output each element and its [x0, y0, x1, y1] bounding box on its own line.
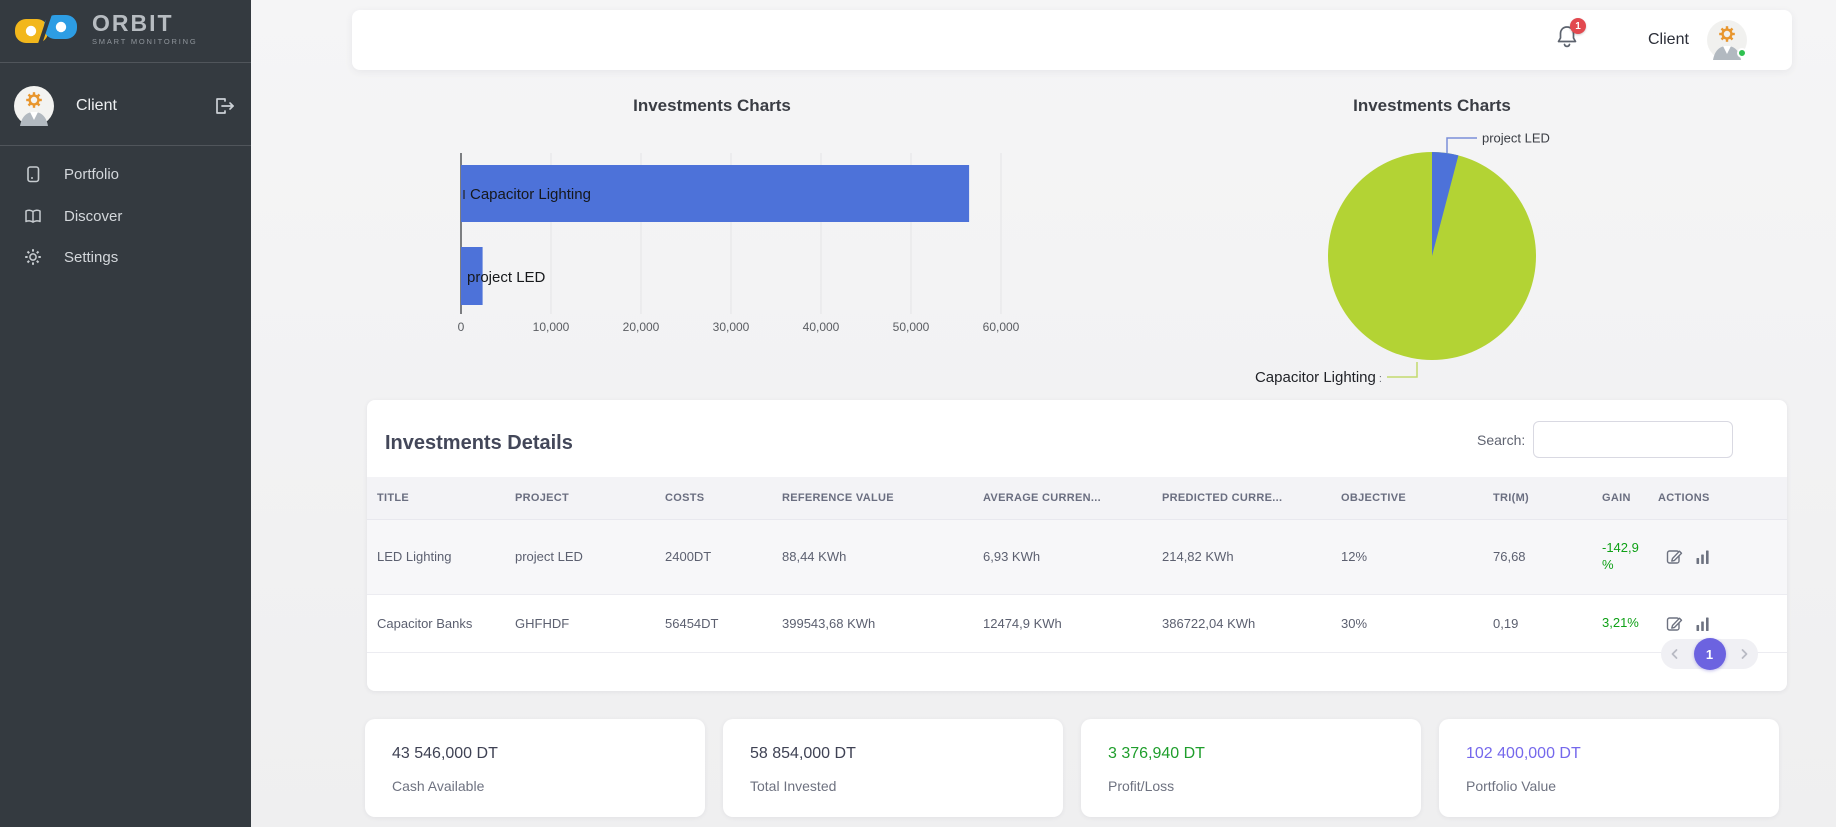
- gain-value: -142,9 %: [1592, 520, 1648, 595]
- sidebar: ORBIT SMART MONITORING: [0, 0, 251, 827]
- col-average-current: AVERAGE CURREN...: [973, 477, 1152, 520]
- logout-icon[interactable]: [214, 96, 236, 116]
- col-costs: COSTS: [655, 477, 772, 520]
- sidebar-item-portfolio[interactable]: Portfolio: [0, 154, 251, 194]
- gain-value: 3,21%: [1592, 594, 1648, 652]
- svg-text:40,000: 40,000: [803, 320, 840, 334]
- stat-label: Portfolio Value: [1466, 778, 1779, 794]
- stat-card-profit-loss: 3 376,940 DT Profit/Loss: [1081, 719, 1421, 817]
- stat-card-total-invested: 58 854,000 DT Total Invested: [723, 719, 1063, 817]
- brand-tagline: SMART MONITORING: [92, 37, 197, 46]
- chart-icon[interactable]: [1696, 616, 1710, 631]
- online-status-dot: [1737, 48, 1747, 58]
- stat-card-cash-available: 43 546,000 DT Cash Available: [365, 719, 705, 817]
- svg-text:60,000: 60,000: [983, 320, 1020, 334]
- pie-chart: project LED Capacitor Lighting :: [1200, 110, 1660, 390]
- bar-chart-title: Investments Charts: [462, 96, 962, 116]
- stat-card-portfolio-value: 102 400,000 DT Portfolio Value: [1439, 719, 1779, 817]
- brand: ORBIT SMART MONITORING: [14, 12, 197, 46]
- pie-label-project-led: project LED: [1482, 131, 1550, 146]
- col-project: PROJECT: [505, 477, 655, 520]
- avatar: [1707, 20, 1747, 60]
- brand-logo-icon: [14, 13, 78, 45]
- col-gain: GAIN: [1592, 477, 1648, 520]
- col-objective: OBJECTIVE: [1331, 477, 1483, 520]
- stat-label: Cash Available: [392, 778, 705, 794]
- header-user-label: Client: [1648, 31, 1689, 49]
- sidebar-item-label: Portfolio: [64, 166, 119, 183]
- stat-value: 102 400,000 DT: [1466, 745, 1779, 763]
- svg-text:20,000: 20,000: [623, 320, 660, 334]
- chevron-right-icon[interactable]: [1740, 648, 1749, 660]
- notifications-button[interactable]: 1: [1554, 23, 1588, 57]
- edit-icon[interactable]: [1666, 548, 1683, 565]
- header-user-menu[interactable]: Client: [1648, 20, 1747, 60]
- stat-label: Total Invested: [750, 778, 1063, 794]
- svg-text:10,000: 10,000: [533, 320, 570, 334]
- stat-value: 43 546,000 DT: [392, 745, 705, 763]
- chevron-left-icon[interactable]: [1670, 648, 1679, 660]
- stat-value: 58 854,000 DT: [750, 745, 1063, 763]
- pagination: 1: [1661, 639, 1758, 669]
- page-number-button[interactable]: 1: [1694, 638, 1726, 670]
- brand-name: ORBIT: [92, 12, 197, 35]
- col-reference-value: REFERENCE VALUE: [772, 477, 973, 520]
- sidebar-item-discover[interactable]: Discover: [0, 196, 251, 236]
- investments-details-card: Investments Details Search: TITLE PROJEC…: [367, 400, 1787, 691]
- notification-badge: 1: [1570, 18, 1586, 34]
- stat-label: Profit/Loss: [1108, 778, 1421, 794]
- col-title: TITLE: [367, 477, 505, 520]
- top-header: 1 Client: [352, 10, 1792, 70]
- sidebar-item-label: Discover: [64, 208, 122, 225]
- pie-label-capacitor-lighting: Capacitor Lighting :: [1255, 369, 1382, 386]
- search-label: Search:: [1477, 432, 1525, 448]
- svg-text:50,000: 50,000: [893, 320, 930, 334]
- bar-label-0: Capacitor Lighting: [470, 186, 591, 203]
- bar-chart: Capacitor Lighting project LED 0 10,000 …: [430, 142, 1030, 342]
- table-row: LED Lighting project LED 2400DT 88,44 KW…: [367, 520, 1787, 595]
- stat-value: 3 376,940 DT: [1108, 745, 1421, 763]
- search-input[interactable]: [1533, 421, 1733, 458]
- avatar: [14, 86, 54, 126]
- details-title: Investments Details: [385, 432, 573, 455]
- edit-icon[interactable]: [1666, 615, 1683, 632]
- table-row: Capacitor Banks GHFHDF 56454DT 399543,68…: [367, 594, 1787, 652]
- portfolio-icon: [24, 165, 42, 184]
- col-predicted-current: PREDICTED CURRE...: [1152, 477, 1331, 520]
- svg-text:30,000: 30,000: [713, 320, 750, 334]
- sidebar-item-label: Settings: [64, 249, 118, 266]
- sidebar-user: Client: [14, 86, 236, 126]
- col-tri-m: TRI(M): [1483, 477, 1592, 520]
- svg-text:0: 0: [458, 320, 465, 334]
- col-actions: ACTIONS: [1648, 477, 1787, 520]
- chart-icon[interactable]: [1696, 549, 1710, 564]
- bar-label-1: project LED: [467, 269, 546, 286]
- gear-icon: [24, 248, 42, 266]
- sidebar-user-label: Client: [76, 97, 214, 115]
- table-header-row: TITLE PROJECT COSTS REFERENCE VALUE AVER…: [367, 477, 1787, 520]
- sidebar-item-settings[interactable]: Settings: [0, 237, 251, 277]
- table-search: Search:: [1477, 421, 1733, 458]
- investments-table: TITLE PROJECT COSTS REFERENCE VALUE AVER…: [367, 477, 1787, 653]
- book-icon: [24, 207, 42, 225]
